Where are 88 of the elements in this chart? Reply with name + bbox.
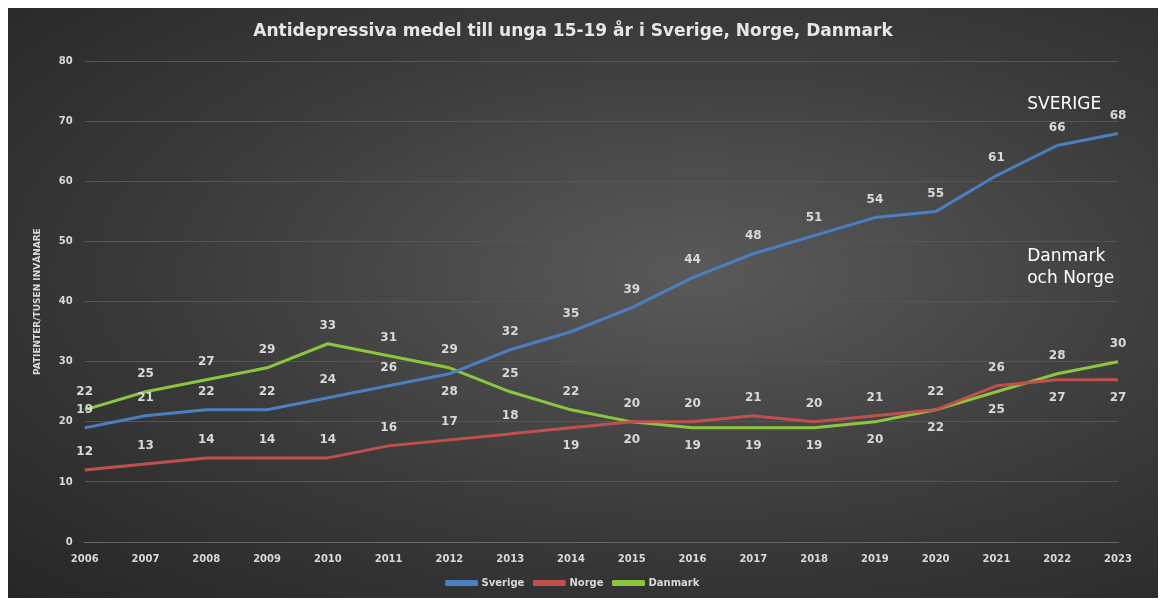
legend-label: Danmark bbox=[648, 576, 700, 588]
data-label: 54 bbox=[866, 191, 884, 206]
data-label: 26 bbox=[380, 359, 397, 374]
data-label: 22 bbox=[197, 383, 215, 398]
data-label: 14 bbox=[197, 432, 215, 447]
data-label: 22 bbox=[927, 383, 945, 398]
data-label: 61 bbox=[988, 149, 1005, 164]
data-label: 20 bbox=[805, 395, 823, 410]
data-label: 44 bbox=[684, 251, 701, 266]
data-label: 20 bbox=[866, 431, 884, 446]
data-label: 21 bbox=[137, 389, 154, 404]
x-tick-label: 2009 bbox=[253, 552, 282, 564]
data-label: 21 bbox=[866, 389, 884, 404]
data-label: 31 bbox=[380, 329, 397, 344]
data-label: 32 bbox=[501, 323, 519, 338]
data-label: 20 bbox=[684, 395, 701, 410]
data-label: 20 bbox=[623, 395, 641, 410]
data-label: 29 bbox=[258, 341, 276, 356]
data-label: 22 bbox=[258, 383, 276, 398]
y-tick-label: 40 bbox=[58, 295, 73, 307]
data-label: 24 bbox=[319, 371, 337, 386]
data-label: 33 bbox=[319, 317, 337, 332]
data-label: 18 bbox=[501, 407, 519, 422]
y-tick-label: 10 bbox=[58, 475, 73, 487]
x-tick-label: 2020 bbox=[921, 552, 950, 564]
y-tick-label: 60 bbox=[58, 175, 73, 187]
data-label: 27 bbox=[1048, 389, 1066, 404]
x-tick-label: 2008 bbox=[192, 552, 221, 564]
data-label: 16 bbox=[380, 420, 397, 435]
x-tick-label: 2016 bbox=[678, 552, 707, 564]
data-label: 22 bbox=[76, 383, 94, 398]
legend-label: Norge bbox=[569, 576, 604, 588]
x-tick-label: 2019 bbox=[860, 552, 889, 564]
x-tick-label: 2021 bbox=[982, 552, 1011, 564]
annotation: SVERIGE bbox=[1027, 93, 1102, 114]
data-label: 25 bbox=[501, 365, 519, 380]
x-tick-label: 2007 bbox=[131, 552, 160, 564]
x-tick-label: 2011 bbox=[374, 552, 403, 564]
x-tick-label: 2022 bbox=[1043, 552, 1072, 564]
data-label: 20 bbox=[623, 431, 641, 446]
data-label: 19 bbox=[684, 437, 701, 452]
data-label: 26 bbox=[988, 359, 1005, 374]
data-label: 21 bbox=[744, 389, 762, 404]
y-tick-label: 80 bbox=[58, 54, 73, 66]
data-label: 55 bbox=[927, 185, 945, 200]
data-label: 14 bbox=[258, 432, 276, 447]
data-label: 25 bbox=[137, 365, 154, 380]
data-label: 19 bbox=[744, 437, 762, 452]
data-label: 68 bbox=[1109, 107, 1127, 122]
y-tick-label: 50 bbox=[58, 235, 73, 247]
x-tick-label: 2017 bbox=[739, 552, 768, 564]
x-tick-label: 2012 bbox=[435, 552, 464, 564]
x-tick-label: 2010 bbox=[313, 552, 342, 564]
data-label: 30 bbox=[1109, 335, 1127, 350]
data-label: 25 bbox=[988, 401, 1005, 416]
data-label: 27 bbox=[197, 353, 215, 368]
data-label: 17 bbox=[441, 414, 458, 428]
data-label: 27 bbox=[1109, 389, 1127, 404]
chart-title: Antidepressiva medel till unga 15-19 år i Sverige, Norge, Danmark bbox=[253, 18, 894, 40]
x-tick-label: 2015 bbox=[617, 552, 646, 564]
data-label: 29 bbox=[441, 341, 458, 356]
data-label: 19 bbox=[805, 437, 823, 452]
annotation: Danmark och Norge bbox=[1027, 245, 1115, 288]
data-label: 13 bbox=[137, 438, 154, 453]
x-tick-label: 2006 bbox=[70, 552, 99, 564]
data-label: 66 bbox=[1048, 119, 1066, 134]
legend-label: Sverige bbox=[481, 576, 525, 588]
data-label: 35 bbox=[562, 305, 580, 320]
data-label: 51 bbox=[805, 209, 823, 224]
data-label: 19 bbox=[76, 401, 94, 416]
data-label: 12 bbox=[76, 444, 94, 459]
y-axis-title: PATIENTER/TUSEN INVÅNARE bbox=[31, 228, 42, 376]
x-tick-label: 2014 bbox=[557, 552, 585, 564]
data-label: 48 bbox=[744, 227, 762, 242]
data-label: 14 bbox=[319, 432, 337, 447]
data-label: 28 bbox=[441, 383, 458, 398]
x-tick-label: 2018 bbox=[800, 552, 829, 564]
x-tick-label: 2023 bbox=[1104, 552, 1132, 564]
data-label: 28 bbox=[1048, 347, 1066, 362]
y-tick-label: 70 bbox=[58, 115, 73, 127]
y-tick-label: 30 bbox=[58, 355, 73, 367]
y-tick-label: 0 bbox=[65, 535, 73, 547]
y-tick-label: 20 bbox=[58, 415, 73, 427]
data-label: 39 bbox=[623, 281, 641, 296]
data-label: 19 bbox=[562, 437, 580, 452]
data-label: 22 bbox=[927, 419, 945, 434]
x-tick-label: 2013 bbox=[496, 552, 525, 564]
data-label: 22 bbox=[562, 383, 580, 398]
